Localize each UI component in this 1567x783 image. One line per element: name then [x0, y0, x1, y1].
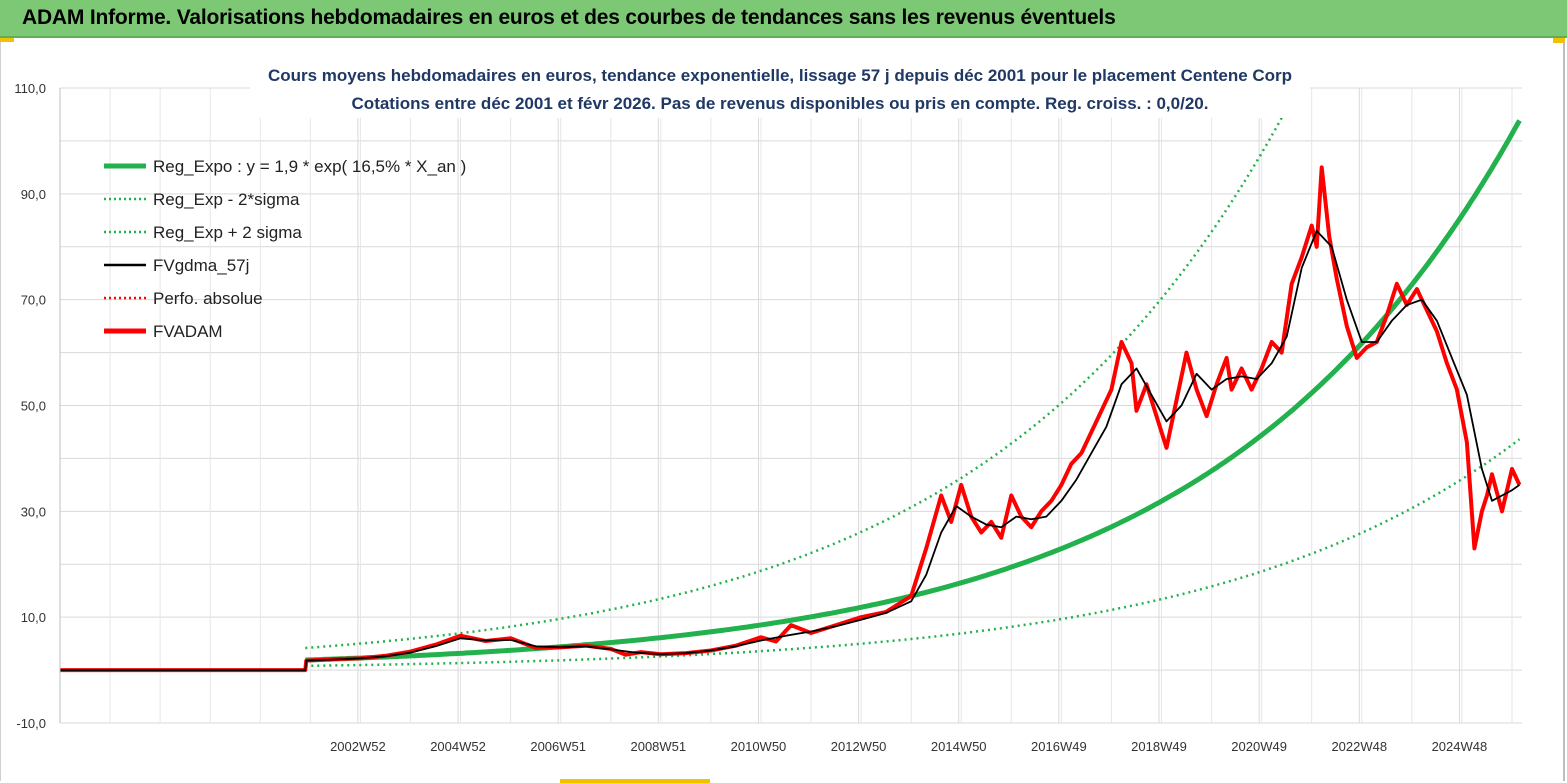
series-fvgdma-57j	[60, 230, 1521, 671]
legend-label: FVADAM	[153, 322, 223, 341]
axes: -10,0 10,0 30,0 50,0 70,0 90,0 110,0 2002W52 200…	[14, 81, 1487, 754]
y-tick-label: 90,0	[21, 187, 46, 202]
title-banner: ADAM Informe. Valorisations hebdomadaire…	[0, 0, 1567, 38]
y-tick-label: 30,0	[21, 504, 46, 519]
accent-bar-bottom	[560, 779, 710, 783]
subtitle-background	[250, 58, 1310, 118]
series-fvadam	[60, 165, 1522, 673]
legend-label: FVgdma_57j	[153, 256, 249, 275]
legend-label: Reg_Expo : y = 1,9 * exp( 16,5% * X_an )	[153, 157, 466, 176]
x-tick-label: 2004W52	[430, 739, 486, 754]
x-tick-label: 2020W49	[1231, 739, 1287, 754]
page-title: ADAM Informe. Valorisations hebdomadaire…	[22, 6, 1116, 29]
series-reg-exp-minus-2-sigma	[305, 438, 1521, 668]
accent-bar-right	[1553, 38, 1565, 43]
x-tick-label: 2022W48	[1331, 739, 1387, 754]
x-tick-label: 2008W51	[630, 739, 686, 754]
y-tick-label: 70,0	[21, 293, 46, 308]
series-area	[60, 86, 1522, 673]
x-tick-label: 2006W51	[530, 739, 586, 754]
y-tick-label: 110,0	[14, 81, 46, 96]
y-tick-label: 10,0	[21, 610, 46, 625]
x-tick-label: 2018W49	[1131, 739, 1187, 754]
chart-subtitle-line-2: Cotations entre déc 2001 et févr 2026. P…	[352, 94, 1209, 113]
chart-subtitle-line-1: Cours moyens hebdomadaires en euros, ten…	[268, 66, 1292, 85]
x-tick-label: 2010W50	[731, 739, 787, 754]
x-tick-label: 2014W50	[931, 739, 987, 754]
x-tick-label: 2016W49	[1031, 739, 1087, 754]
accent-bar-left	[0, 38, 14, 42]
legend: Reg_Expo : y = 1,9 * exp( 16,5% * X_an )…	[104, 157, 466, 341]
legend-label: Reg_Exp + 2 sigma	[153, 223, 302, 242]
x-tick-label: 2024W48	[1432, 739, 1488, 754]
legend-label: Perfo. absolue	[153, 289, 263, 308]
legend-label: Reg_Exp - 2*sigma	[153, 190, 300, 209]
x-tick-label: 2012W50	[831, 739, 887, 754]
chart-frame	[0, 42, 1565, 781]
x-tick-label: 2002W52	[330, 739, 386, 754]
y-tick-label: -10,0	[16, 716, 46, 731]
y-tick-label: 50,0	[21, 399, 46, 414]
series-reg-expo	[305, 119, 1522, 663]
